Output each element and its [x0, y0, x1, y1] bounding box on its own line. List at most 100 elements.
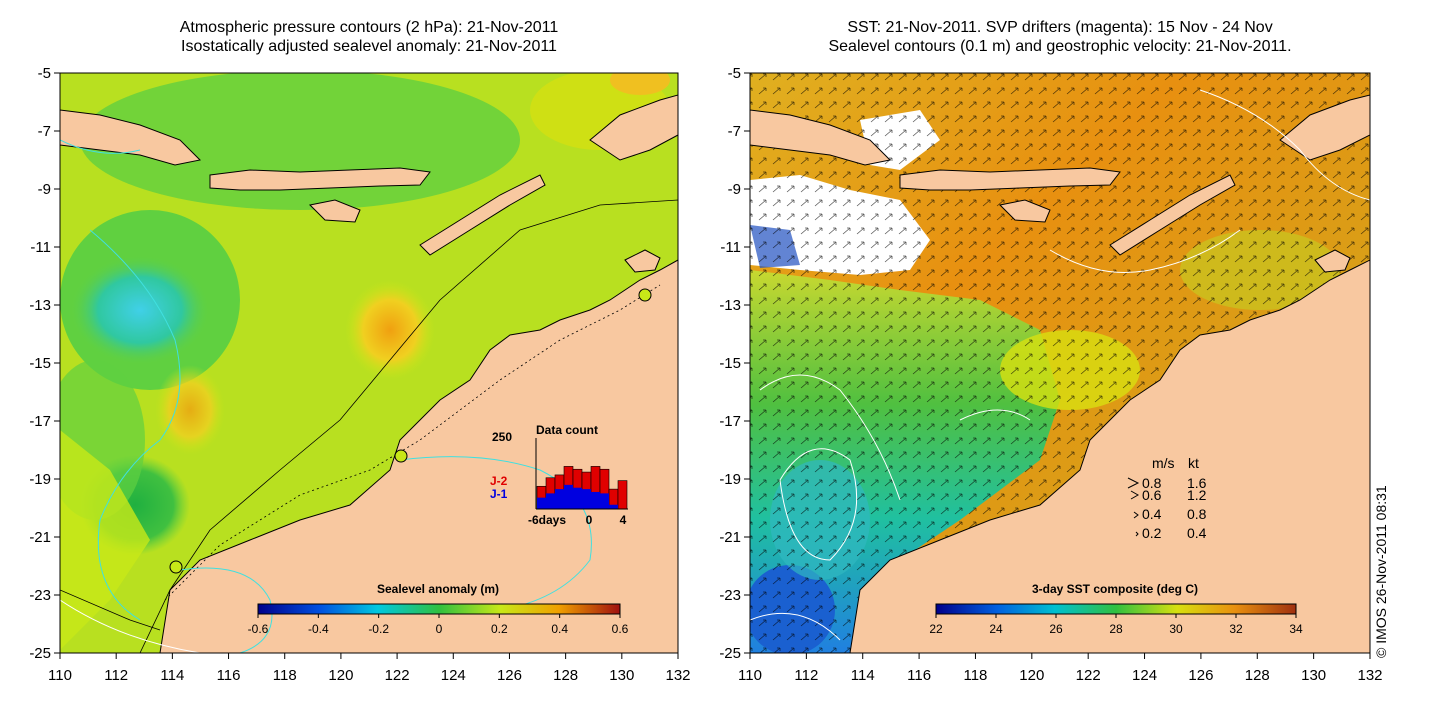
right-y-tick-label: -19	[719, 471, 741, 488]
left-y-tick-label: -19	[29, 471, 51, 488]
speed-legend-kt: 1.6	[1187, 475, 1207, 491]
left-y-tick-label: -7	[38, 123, 51, 140]
ssh-colorbar-tick: -0.2	[368, 622, 389, 636]
right-y-tick-label: -11	[720, 239, 741, 256]
right-x-tick-label: 116	[907, 667, 931, 684]
histogram-bar-j1	[591, 491, 600, 509]
right-y-tick-label: -21	[719, 529, 741, 546]
australia-landmass	[849, 259, 1370, 653]
left-y-tick-label: -13	[29, 297, 51, 314]
left-y-tick-label: -11	[30, 239, 51, 256]
right-x-tick-label: 120	[1019, 667, 1044, 684]
left-x-tick-label: 112	[104, 667, 128, 684]
sst-colorbar-tick: 22	[929, 622, 943, 636]
left-x-tick-label: 116	[217, 667, 241, 684]
eastern-islands	[1279, 94, 1370, 161]
right-y-tick-label: -15	[719, 355, 741, 372]
speed-arrow-icon	[1135, 531, 1139, 537]
tide-gauge-marker[interactable]	[638, 288, 652, 302]
ssh-colorbar-tick: 0.2	[491, 622, 508, 636]
histogram-bar-j2	[617, 480, 628, 510]
ssh-colorbar-tick: 0	[436, 622, 443, 636]
left-x-tick-label: 130	[609, 667, 634, 684]
left-x-tick-label: 132	[665, 667, 690, 684]
pressure-contour	[60, 589, 161, 631]
java-island	[750, 109, 892, 166]
sst-colorbar-tick: 24	[989, 622, 1003, 636]
ssh-colorbar-tick: 0.6	[612, 622, 629, 636]
tide-gauge-marker[interactable]	[169, 560, 183, 574]
right-y-tick-label: -13	[719, 297, 741, 314]
histogram-bar-j1	[537, 497, 546, 509]
right-x-tick-label: 114	[851, 667, 875, 684]
histogram-ymax-label: 250	[492, 430, 512, 444]
right-x-tick-label: 124	[1132, 667, 1157, 684]
right-map	[750, 73, 1370, 653]
left-y-tick-label: -5	[38, 65, 51, 82]
histogram-bar-j1	[573, 487, 582, 509]
right-y-tick-label: -9	[728, 181, 741, 198]
speed-legend-row: 0.6 1.2	[1130, 487, 1207, 503]
right-x-axis: 110 112 114 116 118 120 122 124 126 128 130 132	[738, 653, 1383, 684]
right-x-tick-label: 130	[1301, 667, 1326, 684]
right-y-tick-label: -23	[719, 587, 741, 604]
sumba-island	[998, 199, 1051, 223]
left-panel-title-line2: Isostatically adjusted sealevel anomaly:…	[181, 38, 557, 55]
data-count-histogram: Data count 250 J-2 J-1 -6days 0 4	[490, 423, 628, 527]
speed-legend-row: 0.2 0.4	[1135, 525, 1207, 541]
sst-colorbar: 3-day SST composite (deg C) 22 24 26 28 30 32…	[929, 582, 1303, 636]
left-x-axis: 110 112 114 116 118 120 122 124 126 128 130 132	[48, 653, 691, 684]
right-x-tick-label: 122	[1076, 667, 1101, 684]
left-y-tick-label: -25	[29, 645, 51, 662]
left-y-tick-label: -17	[29, 413, 51, 430]
speed-legend-row: 0.8 1.6	[1127, 475, 1207, 491]
left-x-tick-label: 118	[273, 667, 297, 684]
ssh-colorbar: Sealevel anomaly (m) -0.6 -0.4 -0.2 0 0.2 0.4…	[248, 582, 629, 636]
right-y-tick-label: -7	[728, 123, 741, 140]
right-x-tick-label: 126	[1188, 667, 1213, 684]
right-y-tick-label: -5	[728, 65, 741, 82]
histogram-x-label-zero: 0	[586, 513, 593, 527]
speed-legend-ms: 0.2	[1142, 525, 1162, 541]
speed-legend-kt: 1.2	[1187, 487, 1207, 503]
sst-colorbar-tick: 28	[1109, 622, 1123, 636]
sst-colorbar-title: 3-day SST composite (deg C)	[1032, 582, 1198, 596]
tide-gauge-marker[interactable]	[394, 449, 408, 463]
speed-legend-kt: 0.4	[1187, 525, 1207, 541]
histogram-bar-j1	[546, 493, 555, 509]
right-x-tick-label: 132	[1357, 667, 1382, 684]
right-panel-title-line1: SST: 21-Nov-2011. SVP drifters (magenta)…	[847, 19, 1273, 36]
speed-arrow-icon	[1133, 511, 1139, 519]
speed-legend-header-kt: kt	[1188, 455, 1199, 471]
histogram-bar-j1	[555, 489, 564, 509]
ssh-colorbar-title: Sealevel anomaly (m)	[377, 582, 499, 596]
timor-island	[419, 174, 546, 256]
sst-colorbar-tick: 30	[1169, 622, 1183, 636]
ssh-colorbar-tick: 0.4	[551, 622, 568, 636]
histogram-bar-j1	[600, 493, 609, 509]
low-anomaly-eddy	[70, 255, 210, 365]
velocity-speed-legend: m/s kt 0.8 1.6 0.6 1.2 0.4 0.8 0.2 0.4	[1127, 455, 1207, 541]
left-x-tick-label: 120	[328, 667, 353, 684]
speed-legend-ms: 0.6	[1142, 487, 1162, 503]
sst-colorbar-tick: 26	[1049, 622, 1063, 636]
left-y-tick-label: -9	[38, 181, 51, 198]
high-anomaly-eddy	[345, 280, 435, 380]
sst-colorbar-tick: 32	[1229, 622, 1243, 636]
left-x-tick-label: 110	[48, 667, 72, 684]
histogram-x-label-end: 4	[620, 513, 627, 527]
right-panel-title-line2: Sealevel contours (0.1 m) and geostrophi…	[828, 38, 1292, 55]
speed-arrow-icon	[1130, 490, 1140, 500]
left-x-tick-label: 128	[553, 667, 578, 684]
sumbawa-flores-islands	[899, 167, 1121, 191]
histogram-bar-j1	[582, 489, 591, 509]
left-panel-title-line1: Atmospheric pressure contours (2 hPa): 2…	[179, 19, 559, 36]
histogram-series-j1: J-1	[490, 487, 508, 501]
pressure-contour	[139, 199, 678, 653]
histogram-series-j2: J-2	[490, 474, 508, 488]
sumba-island	[308, 199, 361, 223]
left-x-tick-label: 124	[441, 667, 466, 684]
speed-legend-header-ms: m/s	[1152, 455, 1175, 471]
right-x-tick-label: 128	[1245, 667, 1270, 684]
left-x-tick-label: 122	[385, 667, 410, 684]
